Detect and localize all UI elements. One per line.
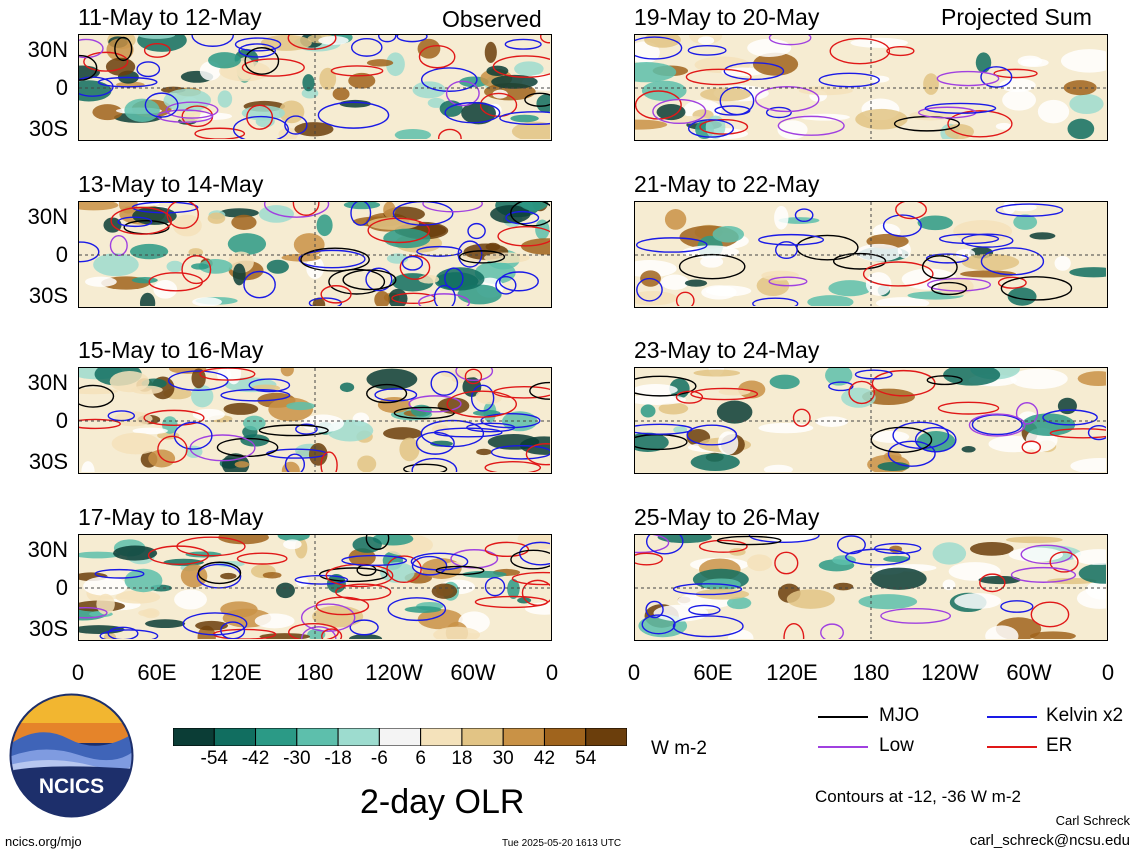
lon-label: 60W: [1006, 660, 1052, 685]
legend-line-low: [818, 746, 868, 748]
colorbar-swatch: [502, 727, 545, 747]
lat-label: 0: [55, 575, 68, 600]
map-panel-proj-4: [634, 534, 1108, 641]
panel-title-proj-3: 23-May to 24-May: [634, 337, 820, 363]
colorbar-swatch: [420, 727, 463, 747]
panel-title-proj-4: 25-May to 26-May: [634, 504, 820, 530]
ncics-logo: NCICS: [9, 693, 134, 818]
colorbar-swatch: [543, 727, 587, 747]
lon-label: 120W: [921, 660, 979, 685]
map-panel-obs-2: [78, 201, 552, 308]
legend-label-mjo: MJO: [879, 705, 920, 726]
panel-title-proj-2: 21-May to 22-May: [634, 171, 820, 197]
contours-note: Contours at -12, -36 W m-2: [815, 787, 1021, 806]
legend-line-mjo: [818, 716, 868, 718]
map-panel-proj-2: [634, 201, 1108, 308]
lat-label: 30S: [28, 116, 68, 141]
map-panel-obs-3: [78, 367, 552, 474]
colorbar-swatch: [172, 727, 215, 747]
colorbar-tick-label: 6: [415, 748, 426, 769]
lat-label: 30S: [28, 616, 68, 641]
author-email: carl_schreck@ncsu.edu: [969, 832, 1130, 849]
lon-label: 120W: [365, 660, 423, 685]
lon-label: 120E: [766, 660, 818, 685]
lat-label: 30S: [28, 449, 68, 474]
legend-line-er: [987, 746, 1037, 748]
panel-title-obs-4: 17-May to 18-May: [78, 504, 264, 530]
panel-title-obs-1: 11-May to 12-May: [78, 4, 262, 30]
colorbar-tick-label: -42: [241, 748, 270, 769]
lat-label: 30S: [28, 283, 68, 308]
website-link[interactable]: ncics.org/mjo: [5, 834, 82, 849]
colorbar-swatch: [337, 727, 380, 747]
lat-label: 0: [55, 242, 68, 267]
colorbar-swatch: [213, 727, 257, 747]
colorbar-tick-label: 54: [575, 748, 597, 769]
lon-label: 60E: [693, 660, 733, 685]
panel-title-proj-1: 19-May to 20-May: [634, 4, 820, 30]
lon-label: 180: [852, 660, 890, 685]
colorbar-tick-label: -18: [324, 748, 352, 769]
map-panel-proj-1: [634, 34, 1108, 141]
map-panel-obs-4: [78, 534, 552, 641]
projected-sum-label: Projected Sum: [941, 4, 1092, 30]
legend-line-kelvin: [987, 716, 1037, 718]
map-panel-proj-3: [634, 367, 1108, 474]
panel-title-obs-3: 15-May to 16-May: [78, 337, 264, 363]
observed-label: Observed: [442, 6, 542, 32]
colorbar-tick-label: 30: [492, 748, 514, 769]
colorbar-swatch: [585, 727, 628, 747]
lon-label: 0: [545, 660, 559, 685]
lat-label: 30N: [27, 37, 68, 62]
lon-label: 60W: [450, 660, 496, 685]
lon-label: 0: [627, 660, 641, 685]
lat-label: 30N: [27, 204, 68, 229]
panel-title-obs-2: 13-May to 14-May: [78, 171, 264, 197]
lat-label: 0: [55, 75, 68, 100]
map-title: 2-day OLR: [360, 783, 525, 821]
colorbar-swatch: [296, 727, 339, 747]
lon-label: 120E: [210, 660, 262, 685]
lat-label: 30N: [27, 370, 68, 395]
colorbar-swatch: [255, 727, 298, 747]
colorbar-swatch: [378, 727, 422, 747]
legend-label-er: ER: [1046, 735, 1073, 756]
timestamp: Tue 2025-05-20 1613 UTC: [502, 838, 622, 849]
lon-label: 0: [1101, 660, 1115, 685]
legend-label-kelvin: Kelvin x2: [1046, 705, 1124, 726]
author-name: Carl Schreck: [1055, 813, 1130, 828]
colorbar-tick-label: 18: [451, 748, 473, 769]
lat-label: 30N: [27, 537, 68, 562]
lat-label: 0: [55, 408, 68, 433]
lon-label: 0: [71, 660, 85, 685]
colorbar: [172, 727, 628, 747]
colorbar-tick-label: -6: [370, 748, 388, 769]
lon-label: 180: [296, 660, 334, 685]
legend-label-low: Low: [879, 735, 914, 756]
colorbar-tick-label: 42: [533, 748, 556, 769]
logo-text: NCICS: [39, 775, 104, 798]
map-panel-obs-1: [78, 34, 552, 141]
colorbar-swatch: [461, 727, 504, 747]
lon-label: 60E: [137, 660, 177, 685]
colorbar-tick-label: -30: [283, 748, 311, 769]
colorbar-tick-label: -54: [200, 748, 228, 769]
colorbar-unit: W m-2: [651, 738, 707, 759]
